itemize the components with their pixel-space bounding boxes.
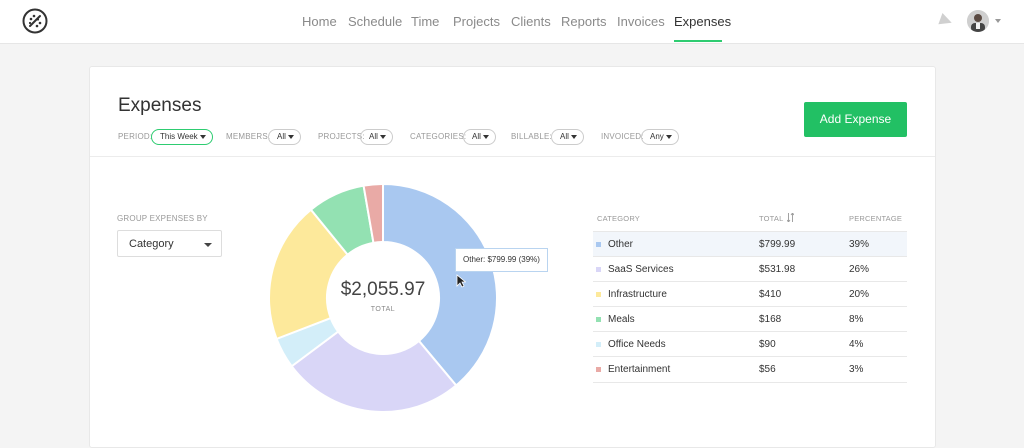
billable-filter-label: BILLABLE: xyxy=(511,132,552,141)
invoiced-filter[interactable]: Any xyxy=(641,129,679,145)
user-avatar-icon xyxy=(967,10,989,32)
notifications-bell-icon[interactable] xyxy=(938,12,956,30)
chevron-down-icon xyxy=(482,135,489,139)
legend-swatch xyxy=(596,242,601,247)
user-menu-chevron-icon[interactable] xyxy=(995,19,1001,23)
chevron-down-icon xyxy=(570,135,577,139)
sort-icon[interactable] xyxy=(787,213,794,222)
billable-filter-value: All xyxy=(560,132,569,141)
mouse-cursor-icon xyxy=(456,274,466,288)
invoiced-filter-value: Any xyxy=(650,132,664,141)
table-row[interactable]: Meals $168 8% xyxy=(593,306,907,332)
projects-filter[interactable]: All xyxy=(360,129,393,145)
row-percentage: 8% xyxy=(849,314,864,325)
members-filter[interactable]: All xyxy=(268,129,301,145)
expenses-card: Expenses PERIOD: This Week MEMBERS: All … xyxy=(89,66,936,448)
legend-swatch xyxy=(596,342,601,347)
user-avatar[interactable] xyxy=(967,10,989,32)
row-percentage: 20% xyxy=(849,289,870,300)
nav-schedule[interactable]: Schedule xyxy=(348,14,403,29)
row-percentage: 26% xyxy=(849,264,870,275)
projects-filter-value: All xyxy=(369,132,378,141)
row-category: SaaS Services xyxy=(608,264,674,275)
nav-projects[interactable]: Projects xyxy=(453,14,500,29)
chevron-down-icon xyxy=(287,135,294,139)
column-header-percentage[interactable]: PERCENTAGE xyxy=(849,214,903,223)
active-nav-indicator xyxy=(674,40,722,42)
row-total: $531.98 xyxy=(759,264,796,275)
row-total: $799.99 xyxy=(759,239,796,250)
row-category: Entertainment xyxy=(608,364,671,375)
nav-clients[interactable]: Clients xyxy=(511,14,551,29)
donut-slice-entertainment[interactable] xyxy=(362,182,384,244)
legend-swatch xyxy=(596,292,601,297)
row-category: Office Needs xyxy=(608,339,666,350)
group-by-value: Category xyxy=(129,238,174,250)
row-percentage: 3% xyxy=(849,364,864,375)
nav-expenses[interactable]: Expenses xyxy=(674,14,732,29)
donut-slice-other[interactable] xyxy=(382,182,498,387)
nav-invoices[interactable]: Invoices xyxy=(617,14,665,29)
chevron-down-icon xyxy=(665,135,672,139)
legend-swatch xyxy=(596,267,601,272)
chevron-down-icon xyxy=(199,135,206,139)
chevron-down-icon xyxy=(379,135,386,139)
column-header-total[interactable]: TOTAL xyxy=(759,214,784,223)
nav-time[interactable]: Time xyxy=(411,14,440,29)
row-total: $56 xyxy=(759,364,776,375)
row-total: $410 xyxy=(759,289,782,300)
categories-filter-value: All xyxy=(472,132,481,141)
categories-filter-label: CATEGORIES: xyxy=(410,132,467,141)
table-row[interactable]: Other $799.99 39% xyxy=(593,231,907,257)
legend-swatch xyxy=(596,317,601,322)
period-filter-label: PERIOD: xyxy=(118,132,153,141)
projects-filter-label: PROJECTS: xyxy=(318,132,365,141)
row-category: Infrastructure xyxy=(608,289,667,300)
expenses-donut-chart xyxy=(268,182,498,413)
members-filter-label: MEMBERS: xyxy=(226,132,271,141)
donut-slice-saas-services[interactable] xyxy=(290,330,458,413)
row-percentage: 4% xyxy=(849,339,864,350)
table-row[interactable]: SaaS Services $531.98 26% xyxy=(593,256,907,282)
billable-filter[interactable]: All xyxy=(551,129,584,145)
period-filter-value: This Week xyxy=(160,132,198,141)
chart-tooltip: Other: $799.99 (39%) xyxy=(455,248,548,272)
categories-filter[interactable]: All xyxy=(463,129,496,145)
row-percentage: 39% xyxy=(849,239,870,250)
header-divider xyxy=(90,156,935,157)
invoiced-filter-label: INVOICED: xyxy=(601,132,644,141)
legend-swatch xyxy=(596,367,601,372)
donut-total-label: TOTAL xyxy=(370,306,396,313)
table-row[interactable]: Entertainment $56 3% xyxy=(593,356,907,383)
page-title: Expenses xyxy=(118,95,202,116)
group-by-label: GROUP EXPENSES BY xyxy=(117,214,208,223)
main-nav: Home Schedule Time Projects Clients Repo… xyxy=(0,0,1024,43)
group-by-select[interactable]: Category xyxy=(117,230,222,257)
table-row[interactable]: Infrastructure $410 20% xyxy=(593,281,907,307)
nav-reports[interactable]: Reports xyxy=(561,14,607,29)
app-logo-icon[interactable] xyxy=(22,8,48,34)
row-total: $168 xyxy=(759,314,782,325)
members-filter-value: All xyxy=(277,132,286,141)
period-filter[interactable]: This Week xyxy=(151,129,213,145)
add-expense-button[interactable]: Add Expense xyxy=(804,102,907,137)
table-row[interactable]: Office Needs $90 4% xyxy=(593,331,907,357)
donut-slice-infrastructure[interactable] xyxy=(268,208,349,341)
chevron-down-icon xyxy=(204,243,212,247)
top-bar: Home Schedule Time Projects Clients Repo… xyxy=(0,0,1024,44)
row-category: Other xyxy=(608,239,634,250)
column-header-category[interactable]: CATEGORY xyxy=(597,214,640,223)
nav-home[interactable]: Home xyxy=(302,14,337,29)
donut-total-value: $2,055.97 xyxy=(340,279,426,300)
row-total: $90 xyxy=(759,339,776,350)
row-category: Meals xyxy=(608,314,635,325)
